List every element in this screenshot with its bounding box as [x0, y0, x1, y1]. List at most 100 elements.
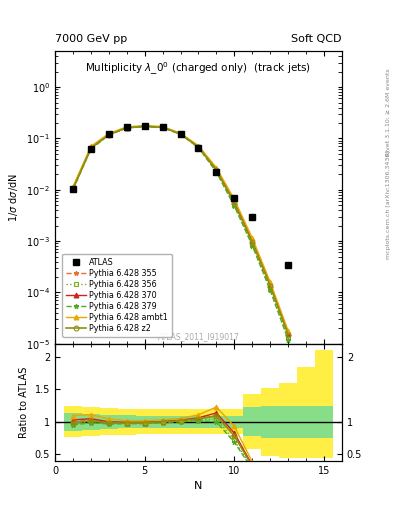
Line: ATLAS: ATLAS — [70, 122, 292, 268]
Bar — [154, 410, 172, 434]
Line: Pythia 6.428 370: Pythia 6.428 370 — [70, 124, 290, 336]
Text: Multiplicity $\lambda\_0^0$ (charged only)  (track jets): Multiplicity $\lambda\_0^0$ (charged onl… — [85, 60, 312, 77]
Pythia 6.428 370 — [88, 144, 93, 151]
Pythia 6.428 370 — [178, 131, 183, 137]
Pythia 6.428 z2 — [71, 186, 75, 192]
Bar — [261, 406, 279, 438]
Line: Pythia 6.428 ambt1: Pythia 6.428 ambt1 — [70, 123, 290, 333]
Bar — [118, 409, 136, 435]
Bar — [64, 413, 82, 431]
ATLAS — [250, 214, 255, 220]
Pythia 6.428 355 — [250, 239, 255, 245]
Pythia 6.428 356 — [107, 132, 111, 138]
Pythia 6.428 379 — [250, 243, 255, 249]
Pythia 6.428 355 — [125, 124, 129, 131]
Pythia 6.428 370 — [250, 238, 255, 244]
Pythia 6.428 ambt1 — [214, 164, 219, 170]
Pythia 6.428 356 — [196, 144, 201, 151]
ATLAS — [214, 169, 219, 175]
Line: Pythia 6.428 z2: Pythia 6.428 z2 — [70, 124, 290, 337]
Pythia 6.428 ambt1 — [142, 122, 147, 129]
Pythia 6.428 z2 — [142, 123, 147, 130]
Pythia 6.428 z2 — [268, 283, 273, 289]
Pythia 6.428 356 — [214, 168, 219, 174]
Bar — [172, 416, 189, 428]
Pythia 6.428 355 — [286, 332, 290, 338]
Pythia 6.428 356 — [142, 123, 147, 130]
Pythia 6.428 379 — [178, 131, 183, 137]
Pythia 6.428 370 — [160, 124, 165, 130]
Pythia 6.428 355 — [107, 132, 111, 138]
Pythia 6.428 ambt1 — [107, 131, 111, 137]
Pythia 6.428 356 — [250, 242, 255, 248]
Pythia 6.428 379 — [286, 336, 290, 343]
Pythia 6.428 z2 — [107, 132, 111, 138]
Pythia 6.428 ambt1 — [88, 143, 93, 150]
Bar — [100, 415, 118, 429]
Pythia 6.428 355 — [214, 167, 219, 173]
Pythia 6.428 ambt1 — [286, 328, 290, 334]
Bar — [297, 367, 315, 458]
Text: Rivet 3.1.10; ≥ 2.6M events: Rivet 3.1.10; ≥ 2.6M events — [386, 69, 391, 157]
Pythia 6.428 356 — [286, 335, 290, 341]
Pythia 6.428 370 — [214, 166, 219, 173]
Pythia 6.428 z2 — [250, 239, 255, 245]
Bar — [172, 410, 189, 434]
Text: 7000 GeV pp: 7000 GeV pp — [55, 33, 127, 44]
Bar — [82, 408, 100, 436]
Bar — [208, 416, 225, 428]
Bar — [261, 388, 279, 456]
Bar — [279, 383, 297, 458]
Pythia 6.428 370 — [268, 282, 273, 288]
Pythia 6.428 z2 — [196, 144, 201, 150]
Text: Soft QCD: Soft QCD — [292, 33, 342, 44]
Line: Pythia 6.428 356: Pythia 6.428 356 — [70, 124, 290, 340]
ATLAS — [160, 124, 165, 131]
Bar — [154, 416, 172, 428]
Pythia 6.428 ambt1 — [178, 130, 183, 136]
Pythia 6.428 379 — [268, 287, 273, 293]
Bar — [82, 414, 100, 430]
Pythia 6.428 355 — [160, 124, 165, 131]
Bar — [189, 416, 208, 428]
Bar — [189, 410, 208, 434]
Pythia 6.428 379 — [142, 123, 147, 130]
Bar — [243, 394, 261, 449]
Bar — [225, 416, 243, 428]
Pythia 6.428 z2 — [88, 145, 93, 152]
X-axis label: N: N — [194, 481, 203, 491]
Pythia 6.428 370 — [196, 144, 201, 150]
Pythia 6.428 370 — [107, 131, 111, 137]
Pythia 6.428 379 — [214, 169, 219, 175]
Pythia 6.428 355 — [88, 145, 93, 151]
Pythia 6.428 356 — [71, 186, 75, 193]
ATLAS — [88, 145, 93, 152]
Pythia 6.428 355 — [178, 131, 183, 137]
Bar — [100, 408, 118, 435]
Text: ATLAS_2011_I919017: ATLAS_2011_I919017 — [158, 332, 239, 341]
Bar — [297, 406, 315, 438]
Pythia 6.428 356 — [88, 145, 93, 152]
Pythia 6.428 370 — [71, 185, 75, 191]
Pythia 6.428 ambt1 — [196, 143, 201, 149]
Pythia 6.428 ambt1 — [268, 279, 273, 285]
Pythia 6.428 z2 — [214, 167, 219, 173]
Line: Pythia 6.428 379: Pythia 6.428 379 — [70, 124, 290, 342]
Pythia 6.428 355 — [268, 283, 273, 289]
Bar — [136, 410, 154, 434]
Bar — [118, 415, 136, 429]
Pythia 6.428 ambt1 — [250, 235, 255, 241]
Pythia 6.428 379 — [88, 146, 93, 152]
Pythia 6.428 ambt1 — [160, 123, 165, 130]
Legend: ATLAS, Pythia 6.428 355, Pythia 6.428 356, Pythia 6.428 370, Pythia 6.428 379, P: ATLAS, Pythia 6.428 355, Pythia 6.428 35… — [62, 253, 172, 337]
ATLAS — [196, 145, 201, 151]
Y-axis label: Ratio to ATLAS: Ratio to ATLAS — [19, 367, 29, 438]
Y-axis label: 1/$\sigma$ d$\sigma$/dN: 1/$\sigma$ d$\sigma$/dN — [7, 173, 20, 222]
Bar — [64, 406, 82, 437]
Bar — [136, 416, 154, 428]
Pythia 6.428 379 — [107, 132, 111, 138]
Pythia 6.428 370 — [286, 330, 290, 336]
Pythia 6.428 379 — [160, 124, 165, 131]
ATLAS — [71, 185, 75, 191]
ATLAS — [232, 195, 237, 201]
